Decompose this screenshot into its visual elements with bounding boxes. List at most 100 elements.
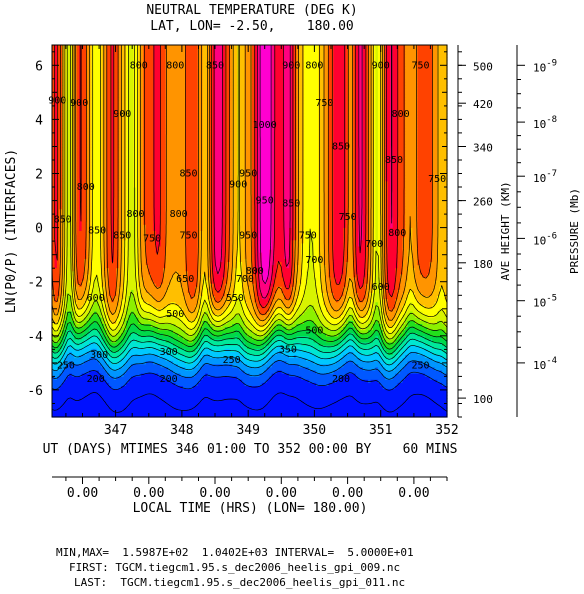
contour-band-cell bbox=[138, 103, 142, 108]
contour-band-cell bbox=[143, 190, 154, 195]
contour-band-cell bbox=[202, 72, 209, 77]
contour-band-cell bbox=[138, 119, 142, 124]
contour-band-cell bbox=[405, 162, 418, 167]
contour-band-cell bbox=[353, 153, 357, 158]
contour-band-cell bbox=[380, 212, 384, 217]
contour-band-cell bbox=[328, 54, 335, 58]
contour-band-cell bbox=[239, 181, 246, 186]
contour-band-cell bbox=[284, 131, 293, 136]
contour-band-cell bbox=[353, 60, 357, 65]
contour-band-cell bbox=[239, 60, 246, 65]
contour-band-cell bbox=[323, 69, 330, 74]
contour-band-cell bbox=[353, 54, 357, 58]
contour-band-cell bbox=[377, 193, 381, 198]
contour-band-cell bbox=[405, 159, 418, 164]
contour-band-cell bbox=[79, 141, 83, 145]
contour-band-cell bbox=[237, 181, 241, 186]
contour-band-cell bbox=[185, 125, 199, 130]
contour-band-cell bbox=[372, 147, 377, 151]
contour-band-cell bbox=[256, 100, 260, 105]
contour-band-cell bbox=[284, 100, 293, 105]
contour-band-cell bbox=[133, 48, 140, 52]
contour-band-cell bbox=[61, 66, 65, 71]
contour-band-cell bbox=[207, 119, 211, 124]
contour-band-cell bbox=[202, 206, 209, 210]
contour-band-cell bbox=[284, 159, 293, 164]
contour-band-cell bbox=[143, 156, 154, 161]
contour-band-cell bbox=[244, 138, 253, 142]
contour-band-cell bbox=[61, 94, 65, 99]
contour-band-cell bbox=[197, 88, 204, 93]
contour-band-cell bbox=[153, 209, 162, 213]
contour-band-cell bbox=[61, 231, 65, 235]
contour-band-cell bbox=[375, 147, 379, 151]
contour-band-cell bbox=[368, 193, 372, 198]
contour-band-cell bbox=[153, 224, 162, 229]
contour-band-cell bbox=[118, 113, 122, 117]
contour-band-cell bbox=[251, 215, 256, 220]
contour-band-cell bbox=[118, 91, 122, 96]
contour-band-cell bbox=[303, 107, 320, 111]
contour-band-cell bbox=[61, 147, 65, 151]
contour-band-cell bbox=[214, 69, 223, 74]
contour-band-cell bbox=[256, 51, 260, 55]
contour-band-cell bbox=[113, 110, 120, 114]
contour-band-cell bbox=[271, 231, 275, 235]
contour-band-cell bbox=[232, 184, 238, 189]
contour-band-cell bbox=[185, 107, 199, 111]
contour-band-cell bbox=[296, 178, 300, 182]
contour-band-cell bbox=[417, 94, 433, 99]
contour-band-cell bbox=[143, 110, 154, 114]
contour-band-cell bbox=[392, 165, 399, 170]
contour-band-cell bbox=[86, 215, 90, 220]
contour-band-cell bbox=[375, 218, 379, 223]
contour-band-cell bbox=[333, 224, 347, 229]
contour-band-cell bbox=[153, 110, 162, 114]
contour-band-cell bbox=[224, 125, 231, 130]
contour-band-cell bbox=[56, 51, 63, 55]
contour-band-cell bbox=[160, 215, 167, 220]
contour-band-cell bbox=[103, 94, 107, 99]
contour-band-cell bbox=[222, 209, 226, 213]
contour-band-cell bbox=[303, 125, 320, 130]
contour-band-cell bbox=[140, 103, 144, 108]
contour-band-cell bbox=[66, 107, 73, 111]
contour-band-cell bbox=[214, 103, 223, 108]
contour-band-cell bbox=[64, 103, 68, 108]
contour-band-cell bbox=[66, 45, 73, 49]
contour-band-cell bbox=[377, 156, 381, 161]
contour-band-cell bbox=[365, 100, 369, 105]
contour-band-cell bbox=[239, 103, 246, 108]
contour-band-cell bbox=[128, 203, 137, 207]
contour-band-cell bbox=[377, 162, 381, 167]
contour-band-cell bbox=[207, 94, 211, 99]
contour-band-cell bbox=[259, 144, 273, 148]
contour-band-cell bbox=[89, 200, 93, 204]
contour-band-cell bbox=[271, 178, 275, 182]
contour-band-cell bbox=[229, 159, 233, 164]
contour-band-cell bbox=[437, 187, 448, 192]
contour-band-cell bbox=[86, 227, 90, 232]
contour-band-cell bbox=[368, 63, 372, 68]
contour-band-cell bbox=[345, 193, 349, 198]
contour-band-cell bbox=[91, 193, 102, 198]
contour-band-cell bbox=[121, 187, 127, 192]
contour-band-cell bbox=[303, 66, 320, 71]
contour-band-cell bbox=[437, 100, 448, 105]
contour-band-cell bbox=[185, 187, 199, 192]
contour-band-cell bbox=[86, 54, 90, 58]
contour-band-cell bbox=[165, 218, 186, 223]
contour-band-cell bbox=[363, 85, 367, 89]
contour-band-cell bbox=[284, 94, 293, 99]
contour-band-cell bbox=[328, 69, 335, 74]
contour-band-cell bbox=[165, 110, 186, 114]
contour-band-cell bbox=[224, 54, 231, 58]
contour-band-cell bbox=[372, 156, 377, 161]
contour-band-cell bbox=[392, 147, 399, 151]
contour-band-cell bbox=[375, 69, 379, 74]
contour-band-cell bbox=[207, 212, 211, 217]
contour-band-cell bbox=[298, 100, 305, 105]
contour-band-cell bbox=[345, 221, 349, 226]
contour-band-cell bbox=[256, 184, 260, 189]
contour-band-cell bbox=[365, 97, 369, 102]
